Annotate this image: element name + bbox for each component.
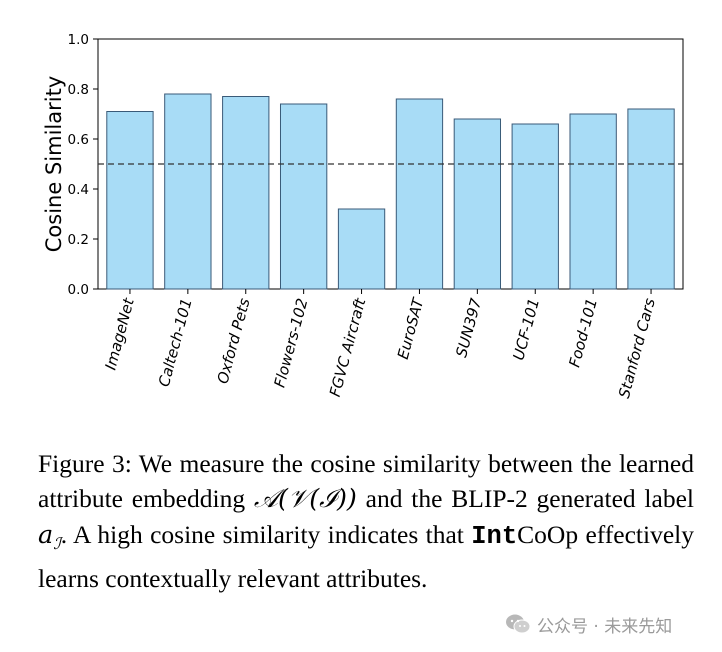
y-tick-label: 0.8 (68, 82, 89, 98)
x-tick-label: EuroSAT (394, 295, 428, 361)
x-axis-ticks: ImageNet Caltech-101 Oxford Pets Flowers-10… (101, 289, 659, 400)
caption-text-1: We measure the cosine similarity between… (38, 449, 694, 513)
bar-sun397 (453, 118, 502, 290)
x-tick-label: Oxford Pets (214, 296, 254, 385)
y-tick-label: 0.4 (68, 182, 89, 198)
x-tick-label: Stanford Cars (615, 296, 659, 400)
caption-math-label: aℐ (38, 520, 61, 554)
y-tick-label: 1.0 (68, 32, 89, 48)
caption-label: Figure 3: (38, 449, 132, 478)
bar-food-101 (569, 113, 617, 290)
y-axis-label: Cosine Similarity (42, 76, 66, 252)
bars-group (106, 93, 675, 290)
caption-math-embedding: 𝒜(𝒱(ℐ)) (253, 484, 357, 514)
bar-fgvc-aircraft (337, 208, 386, 290)
bar-caltech-101 (164, 93, 212, 290)
x-tick-label: Caltech-101 (155, 296, 196, 388)
figure-caption: Figure 3: We measure the cosine similari… (38, 446, 694, 596)
bar-flowers-102 (279, 103, 328, 290)
y-tick-label: 0.0 (68, 282, 89, 298)
caption-method-mono: Int (471, 522, 518, 551)
y-axis-ticks: 0.0 0.2 0.4 0.6 0.8 1.0 (68, 32, 98, 298)
bar-imagenet (106, 111, 154, 290)
x-tick-label: Flowers-102 (270, 296, 311, 389)
wechat-icon (506, 614, 531, 634)
caption-text-3: . A high cosine similarity indicates tha… (60, 520, 472, 549)
x-tick-label: Food-101 (565, 296, 601, 369)
watermark: 公众号 · 未来先知 (505, 610, 672, 638)
x-tick-label: SUN397 (452, 296, 485, 359)
x-tick-label: FGVC Aircraft (326, 295, 370, 398)
bar-stanford-cars (627, 108, 675, 290)
y-tick-label: 0.2 (68, 232, 89, 248)
caption-method-rest: CoOp (517, 520, 579, 549)
caption-math-label-sub: ℐ (53, 534, 61, 554)
bar-eurosat (395, 98, 444, 290)
caption-math-label-base: a (38, 520, 54, 550)
caption-text-4: effectively learns contextually relevant… (38, 520, 694, 594)
bar-ucf-101 (511, 123, 559, 290)
bar-oxford-pets (222, 96, 270, 290)
x-tick-label: ImageNet (101, 295, 138, 372)
bar-chart: 0.0 0.2 0.4 0.6 0.8 1.0 ImageNet Caltech-101 Ox… (42, 32, 684, 400)
x-tick-label: UCF-101 (509, 296, 543, 362)
y-tick-label: 0.6 (68, 132, 89, 148)
watermark-text: 公众号 · 未来先知 (537, 616, 673, 637)
caption-text-2: and the BLIP-2 generated label (356, 484, 694, 513)
